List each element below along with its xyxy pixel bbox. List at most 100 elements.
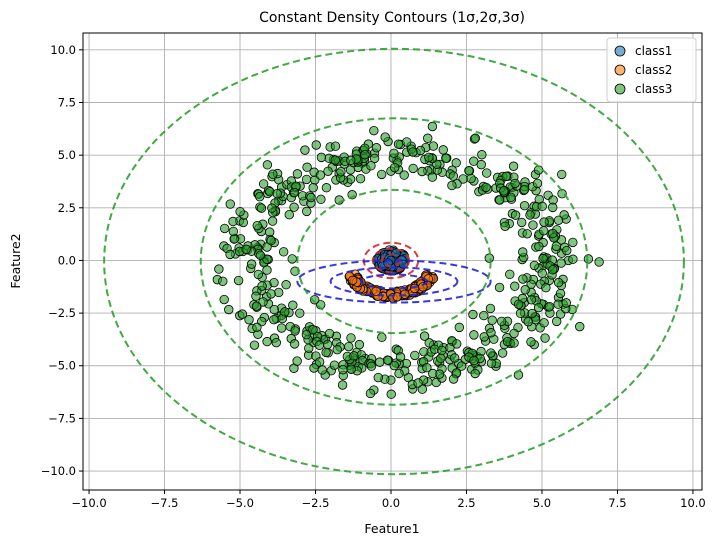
class2-point <box>392 292 403 302</box>
class3-point <box>437 345 447 356</box>
y-tick-label: −5.0 <box>48 359 76 373</box>
class3-point <box>393 139 404 149</box>
class3-point <box>555 288 566 299</box>
y-tick-label: 0.0 <box>58 253 76 267</box>
legend-marker-class3 <box>614 83 626 95</box>
class3-point <box>515 308 526 319</box>
class3-point <box>548 202 558 213</box>
class3-point <box>321 183 332 193</box>
y-axis-label: Feature2 <box>8 233 23 288</box>
class3-point <box>295 308 305 318</box>
class3-point <box>553 277 564 288</box>
class3-point <box>322 339 333 350</box>
class3-point <box>417 166 427 177</box>
class3-point <box>314 340 325 350</box>
class3-point <box>389 360 399 371</box>
class3-point <box>518 274 528 284</box>
x-tick-label: −2.5 <box>302 496 330 510</box>
class3-point <box>374 357 385 367</box>
class3-point <box>309 295 320 305</box>
class3-point <box>346 155 356 166</box>
class2-contour-2sigma <box>329 266 459 297</box>
class3-point <box>292 356 302 366</box>
class3-point <box>284 210 294 220</box>
class3-contour-2sigma <box>199 117 589 406</box>
class3-point <box>267 216 278 226</box>
class3-point <box>408 163 418 174</box>
x-tick-label: 2.5 <box>457 496 475 510</box>
class3-point <box>510 210 521 220</box>
class3-point <box>289 187 300 198</box>
class3-point <box>548 228 558 239</box>
class3-point <box>495 195 505 205</box>
class3-point <box>289 339 300 349</box>
class3-point <box>537 201 547 212</box>
x-tick-label: 10.0 <box>680 496 706 510</box>
class2-contour-3sigma <box>296 259 492 304</box>
class3-point <box>235 207 245 217</box>
class3-point <box>262 160 273 170</box>
class3-point <box>532 178 543 189</box>
class3-point <box>559 210 569 220</box>
class3-point <box>262 265 272 275</box>
class3-point <box>547 265 558 275</box>
class3-point <box>214 264 224 274</box>
x-tick-label: 5.0 <box>533 496 551 510</box>
class3-point <box>526 337 536 347</box>
class3-point <box>281 280 291 290</box>
class3-point <box>366 161 376 171</box>
class3-point <box>510 178 520 189</box>
class3-point <box>255 192 265 202</box>
class3-point <box>311 140 321 150</box>
class3-point <box>427 121 438 132</box>
x-tick-label: 7.5 <box>608 496 626 510</box>
class3-point <box>520 285 530 295</box>
class3-point <box>479 332 489 342</box>
class3-point <box>408 147 418 157</box>
class3-point <box>499 186 509 196</box>
class3-point <box>402 137 412 147</box>
class3-point <box>594 257 604 267</box>
class3-point <box>519 201 530 211</box>
class3-point <box>553 299 563 309</box>
class3-point <box>302 162 312 172</box>
class3-point <box>288 300 298 310</box>
class3-point <box>501 171 511 182</box>
class3-point <box>332 344 342 355</box>
class3-point <box>505 269 515 280</box>
class3-point <box>257 281 267 291</box>
class3-point <box>316 152 327 163</box>
class3-point <box>262 336 272 347</box>
class3-point <box>337 380 348 390</box>
class3-point <box>376 169 387 180</box>
class3-point <box>553 215 564 225</box>
class3-point <box>509 328 519 339</box>
y-tick-label: −7.5 <box>48 411 76 425</box>
class3-point <box>583 254 594 264</box>
class3-point <box>366 361 377 371</box>
class3-point <box>292 169 303 179</box>
class2-point <box>347 275 358 285</box>
class3-point <box>540 333 550 343</box>
class3-point <box>494 282 505 293</box>
class3-point <box>419 331 430 341</box>
class3-point <box>539 217 549 227</box>
class3-point <box>562 245 572 256</box>
class3-point <box>468 309 478 320</box>
class3-point <box>301 329 312 340</box>
class3-point <box>487 315 497 325</box>
legend-marker-class2 <box>614 64 626 76</box>
class3-point <box>410 350 420 361</box>
class3-point <box>266 289 276 299</box>
class3-point <box>369 125 379 136</box>
class3-point <box>389 148 399 158</box>
class3-point <box>568 254 578 264</box>
class3-point <box>290 326 300 336</box>
density-contours <box>103 47 685 476</box>
class3-point <box>373 372 383 383</box>
class3-point <box>249 340 260 350</box>
legend-label-class3: class3 <box>635 82 672 96</box>
class3-point <box>479 310 489 321</box>
class3-point <box>308 325 318 335</box>
class3-point <box>251 291 261 301</box>
